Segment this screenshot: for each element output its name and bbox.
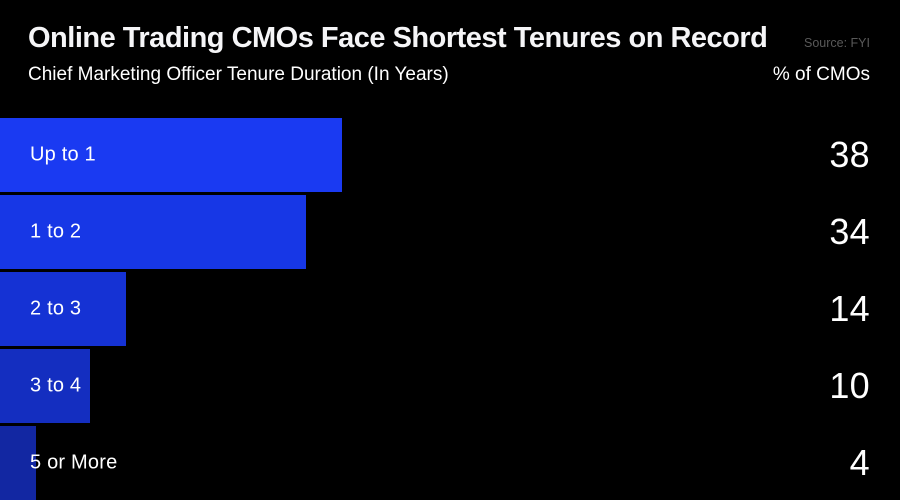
value-axis-label: % of CMOs: [772, 64, 870, 85]
bar-value: 14: [829, 288, 870, 329]
bar-label: 2 to 3: [30, 297, 82, 320]
subtitle-row: Chief Marketing Officer Tenure Duration …: [28, 64, 870, 86]
bar-label: Up to 1: [30, 143, 96, 166]
bar-label: 5 or More: [30, 451, 118, 474]
bar: [0, 272, 126, 346]
bar-label: 3 to 4: [30, 374, 82, 397]
bar-value: 10: [829, 365, 870, 406]
bar-value: 4: [849, 442, 870, 483]
title-row: Online Trading CMOs Face Shortest Tenure…: [28, 22, 870, 55]
bar-row: 5 or More 4: [0, 426, 900, 500]
bar-chart: Up to 1 38 1 to 2 34 2 to 3 14 3 to 4 10…: [0, 118, 900, 500]
bar: [0, 349, 90, 423]
bar: [0, 426, 36, 500]
bar-row: 2 to 3 14: [0, 272, 900, 346]
bar-row: 1 to 2 34: [0, 195, 900, 269]
bar: [0, 118, 342, 192]
bar-row: Up to 1 38: [0, 118, 900, 192]
source-attribution: Source: FYI: [804, 36, 870, 50]
chart-subtitle: Chief Marketing Officer Tenure Duration …: [28, 64, 449, 85]
chart-header: Online Trading CMOs Face Shortest Tenure…: [0, 0, 900, 86]
chart-title: Online Trading CMOs Face Shortest Tenure…: [28, 22, 768, 54]
bar-row: 3 to 4 10: [0, 349, 900, 423]
bar-label: 1 to 2: [30, 220, 82, 243]
bar-value: 38: [829, 134, 870, 175]
bar: [0, 195, 306, 269]
bar-value: 34: [829, 211, 870, 252]
